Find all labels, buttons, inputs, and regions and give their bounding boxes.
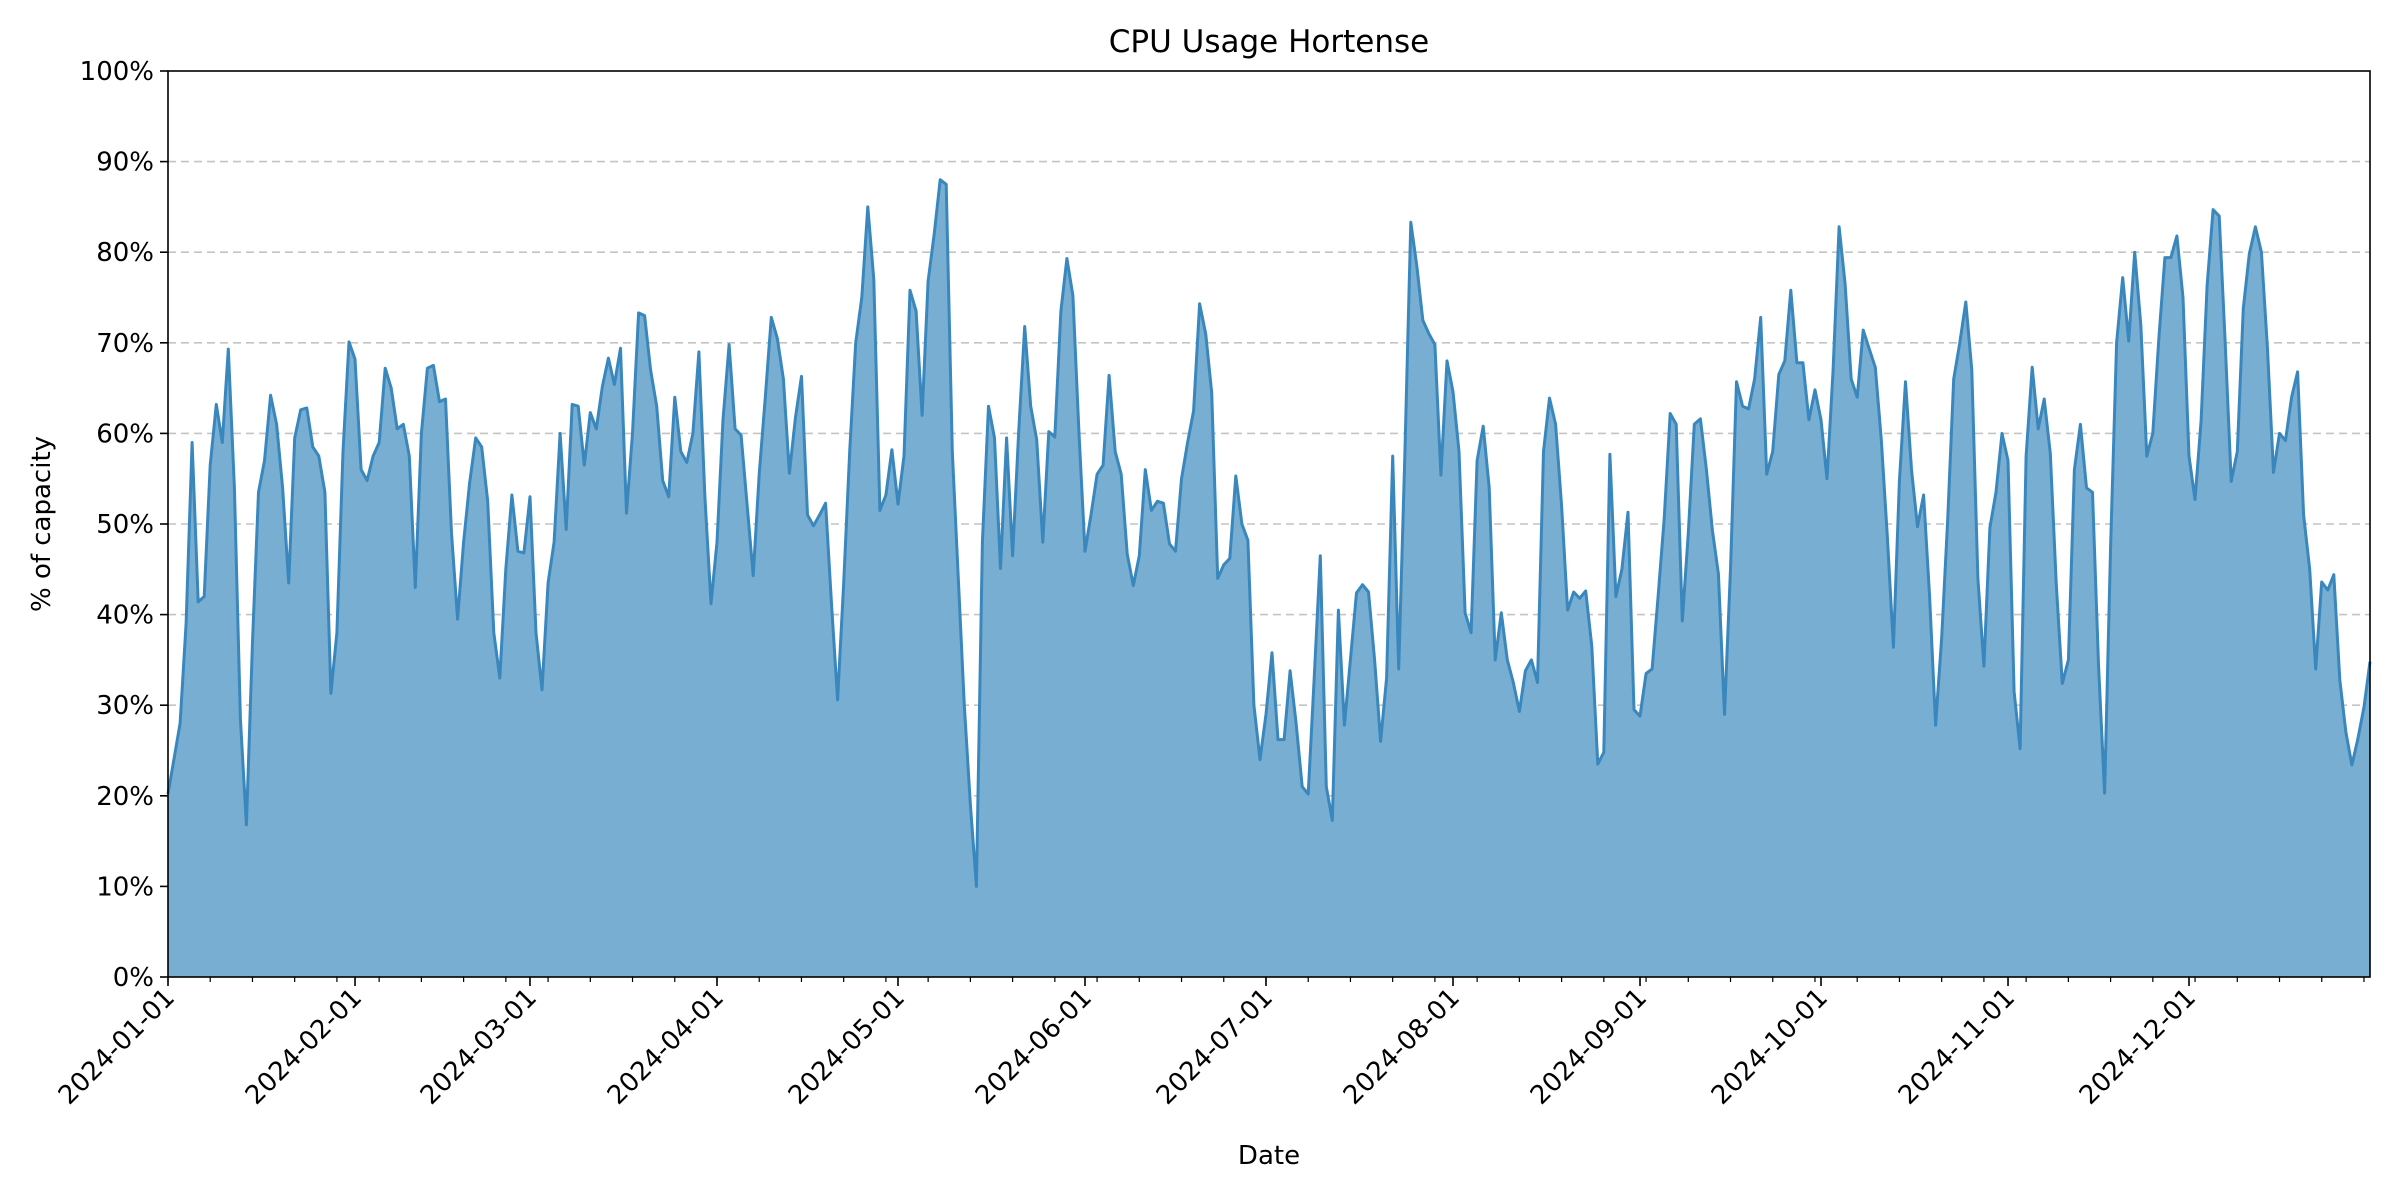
plot-frame	[167, 70, 2371, 978]
x-tick-labels: 2024-01-01 2024-02-01 2024-03-01 2024-04-01…	[53, 983, 2202, 1111]
x-tick-label: 2024-06-01	[970, 983, 1098, 1111]
y-tick-label: 90%	[96, 148, 154, 178]
y-tick-label: 60%	[96, 419, 154, 449]
x-tick-label: 2024-01-01	[53, 983, 181, 1111]
x-axis-title: Date	[1238, 1141, 1300, 1171]
y-tick-label: 100%	[80, 57, 154, 87]
x-tick-label: 2024-02-01	[240, 983, 368, 1111]
x-tick-label: 2024-10-01	[1706, 983, 1834, 1111]
y-tick-label: 40%	[96, 601, 154, 631]
y-tick-label: 10%	[96, 872, 154, 902]
series-line	[166, 178, 2372, 888]
y-axis-title: % of capacity	[27, 436, 57, 612]
x-tick-label: 2024-05-01	[783, 983, 911, 1111]
series-area-fill	[168, 179, 2370, 977]
y-tick-label: 30%	[96, 691, 154, 721]
x-tick-label: 2024-07-01	[1151, 983, 1279, 1111]
y-tick-labels: 0% 10% 20% 30% 40% 50% 60% 70% 80% 90% 100%	[80, 57, 154, 993]
x-tick-label: 2024-12-01	[2074, 983, 2202, 1111]
x-tick-label: 2024-04-01	[602, 983, 730, 1111]
x-tick-label: 2024-09-01	[1525, 983, 1653, 1111]
x-tick-label: 2024-03-01	[415, 983, 543, 1111]
axes	[160, 70, 2371, 986]
x-tick-label: 2024-11-01	[1893, 983, 2021, 1111]
y-tick-label: 70%	[96, 329, 154, 359]
data-area	[166, 178, 2372, 977]
x-tick-label: 2024-08-01	[1338, 983, 1466, 1111]
y-tick-label: 0%	[113, 963, 154, 993]
y-tick-label: 20%	[96, 782, 154, 812]
chart-title: CPU Usage Hortense	[1109, 24, 1429, 60]
y-tick-label: 50%	[96, 510, 154, 540]
y-tick-label: 80%	[96, 238, 154, 268]
